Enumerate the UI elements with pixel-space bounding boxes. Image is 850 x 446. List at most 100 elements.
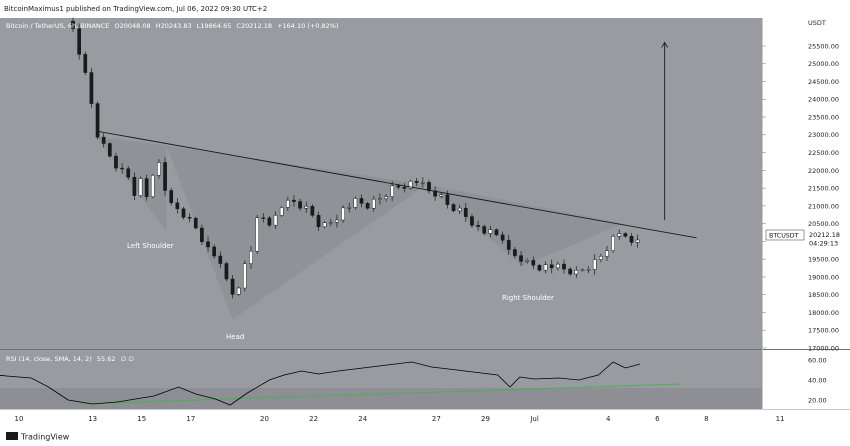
- tradingview-brand: TradingView: [20, 433, 70, 442]
- rsi-header: RSI (14, close, SMA, 14, 2) 55.62 ∅ ∅: [6, 355, 134, 363]
- candle-up: [580, 269, 585, 271]
- price-tick-label: 24000.00: [808, 96, 839, 104]
- candle-down: [193, 217, 198, 229]
- price-axis[interactable]: 25500.00 25000.00 24500.00 24000.00 23500.00…: [762, 42, 839, 352]
- candle-down: [396, 185, 401, 188]
- candle-up: [236, 287, 241, 295]
- bar-countdown: 04:29:13: [809, 240, 838, 248]
- price-tick-label: 18500.00: [808, 291, 839, 299]
- candle-down: [298, 201, 302, 209]
- last-price-tag: [806, 229, 846, 248]
- candle-down: [365, 203, 370, 209]
- candle-up: [598, 256, 603, 260]
- time-tick-label: 15: [137, 415, 146, 423]
- candle-down: [224, 263, 229, 280]
- candle-up: [488, 229, 493, 234]
- price-tick-label: 24500.00: [808, 78, 839, 86]
- price-tick-label: 25000.00: [808, 60, 839, 68]
- candle-down: [175, 202, 180, 210]
- head-and-shoulders-pattern: [95, 136, 623, 320]
- rsi-na: ∅ ∅: [121, 355, 134, 363]
- time-tick-label: 8: [704, 415, 708, 423]
- candle-up: [605, 250, 609, 257]
- rsi-lines: [0, 361, 682, 406]
- publisher-line: BitcoinMaximus1 published on TradingView…: [4, 5, 267, 13]
- candle-up: [390, 185, 395, 197]
- candle-down: [623, 233, 628, 237]
- symbol-title[interactable]: Bitcoin / TetherUS, 6h, BINANCE: [6, 22, 109, 30]
- time-tick-label: 22: [309, 415, 318, 423]
- candle-up: [255, 217, 259, 252]
- candle-down: [506, 239, 511, 250]
- candle-up: [556, 263, 560, 269]
- candle-down: [267, 217, 272, 226]
- price-tick-label: 21500.00: [808, 185, 839, 193]
- candle-down: [359, 198, 364, 204]
- candle-up: [243, 263, 247, 289]
- price-tick-label: 20500.00: [808, 220, 839, 228]
- candle-up: [617, 233, 622, 237]
- candlesticks: [71, 17, 640, 299]
- low-label: L: [197, 22, 201, 30]
- time-tick-label: 11: [776, 415, 785, 423]
- tradingview-logo[interactable]: TradingView: [6, 432, 70, 442]
- rsi-tick-label: 40.00: [808, 376, 827, 384]
- price-tick-label: 21000.00: [808, 202, 839, 210]
- candle-up: [279, 207, 284, 216]
- candle-down: [200, 227, 204, 243]
- candle-down: [445, 194, 450, 205]
- candle-up: [285, 199, 290, 208]
- candle-up: [525, 260, 530, 262]
- candle-down: [101, 136, 106, 144]
- candle-down: [310, 206, 315, 216]
- candle-up: [335, 219, 339, 223]
- candle-down: [77, 28, 81, 55]
- candle-up: [150, 175, 155, 198]
- close-label: C: [236, 22, 241, 30]
- candle-up: [457, 207, 462, 212]
- currency-label: USDT: [808, 19, 826, 27]
- candle-down: [126, 168, 131, 178]
- candle-down: [169, 190, 174, 204]
- price-tick-label: 23000.00: [808, 131, 839, 139]
- price-tick-label: 19500.00: [808, 256, 839, 264]
- candle-down: [482, 226, 487, 234]
- rsi-trendline[interactable]: [77, 383, 682, 405]
- rsi-line: [0, 361, 641, 406]
- right-shoulder-label: Right Shoulder: [502, 294, 554, 302]
- candle-up: [592, 259, 597, 270]
- candle-down: [414, 180, 419, 183]
- candle-down: [187, 217, 192, 219]
- candle-down: [107, 143, 112, 157]
- price-tick-label: 25500.00: [808, 42, 839, 50]
- candle-up: [328, 222, 333, 224]
- candle-up: [353, 198, 358, 208]
- candle-down: [562, 263, 566, 270]
- time-axis[interactable]: 10 13 15 17 20 22 24 27 29 Jul 4 6 8 11: [15, 415, 785, 423]
- symbol-tag-text: BTCUSDT: [769, 233, 799, 240]
- time-tick-label: 27: [432, 415, 441, 423]
- rsi-band: [0, 388, 762, 409]
- candle-up: [371, 198, 376, 209]
- open-label: O: [115, 22, 120, 30]
- open-value: 20048.08: [120, 22, 151, 30]
- price-tick-label: 17000.00: [808, 344, 839, 352]
- candle-down: [463, 207, 468, 217]
- rsi-axis: 60.00 40.00 20.00: [808, 356, 827, 404]
- target-arrow-head: [661, 41, 669, 48]
- time-tick-label: 6: [655, 415, 660, 423]
- symbol-tag: [765, 229, 805, 241]
- time-tick-label: 4: [606, 415, 611, 423]
- candle-up: [304, 206, 309, 209]
- candle-down: [316, 215, 321, 228]
- candle-up: [611, 236, 615, 251]
- high-label: H: [156, 22, 161, 30]
- change-value: +164.10 (+0.82%): [277, 22, 338, 30]
- candle-up: [157, 162, 161, 176]
- rsi-label[interactable]: RSI (14, close, SMA, 14, 2): [6, 355, 92, 363]
- candle-down: [163, 162, 167, 191]
- right-shoulder-shape: [426, 184, 623, 267]
- left-shoulder-shape: [95, 136, 167, 231]
- neckline[interactable]: [97, 130, 697, 239]
- candle-down: [144, 178, 149, 198]
